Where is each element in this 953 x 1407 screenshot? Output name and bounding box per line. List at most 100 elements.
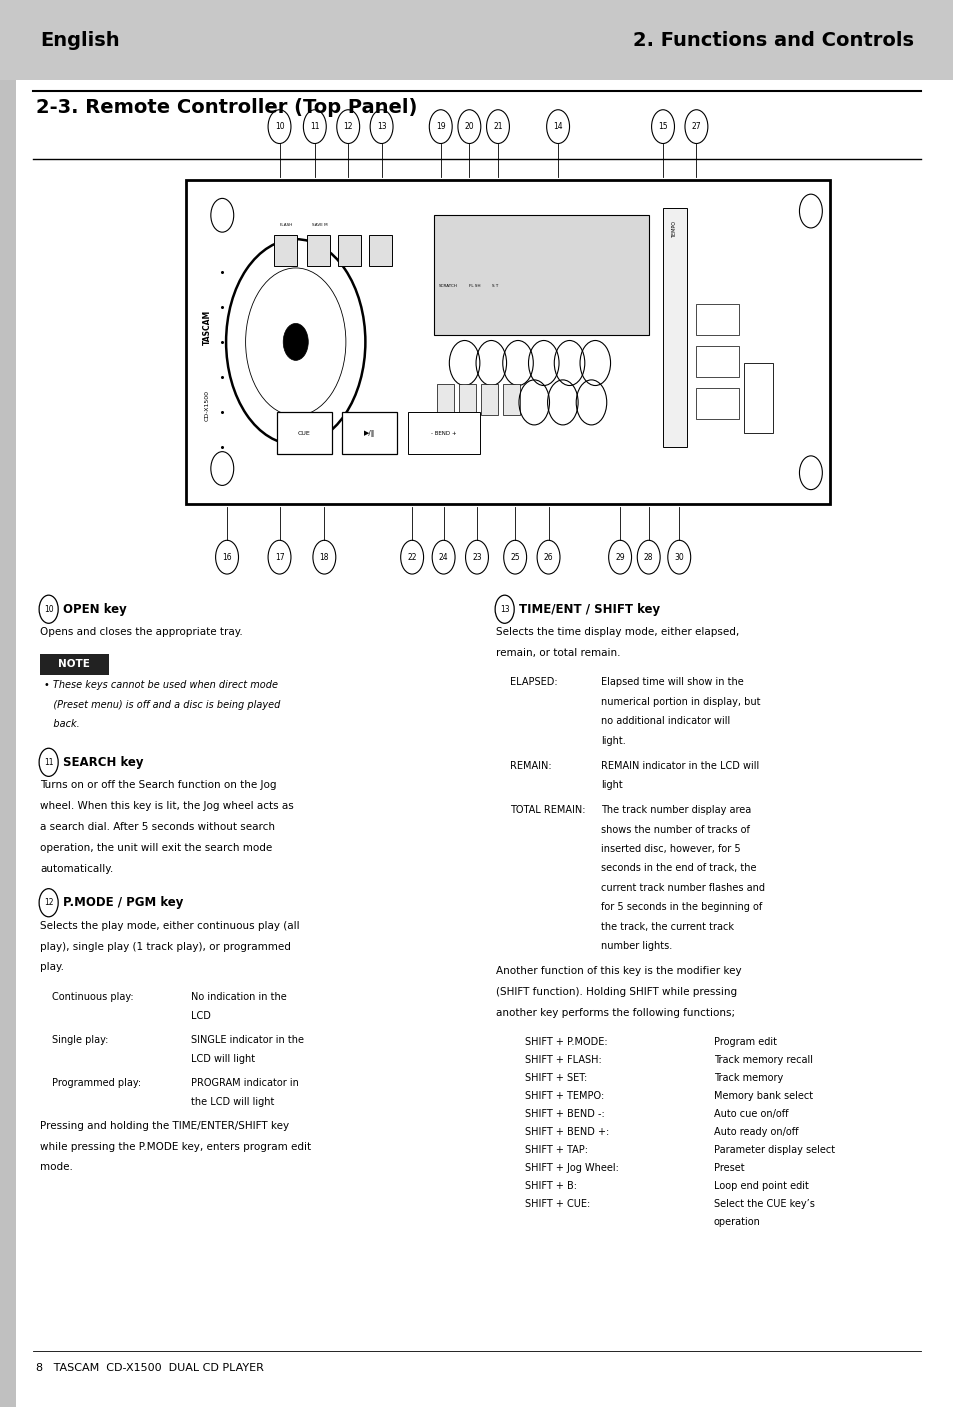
Text: 18: 18	[319, 553, 329, 561]
Text: no additional indicator will: no additional indicator will	[600, 716, 729, 726]
Text: the LCD will light: the LCD will light	[191, 1097, 274, 1107]
Text: operation, the unit will exit the search mode: operation, the unit will exit the search…	[40, 843, 272, 853]
Text: (Preset menu) is off and a disc is being played: (Preset menu) is off and a disc is being…	[44, 699, 280, 709]
Text: Another function of this key is the modifier key: Another function of this key is the modi…	[496, 967, 740, 976]
Text: SHIFT + CUE:: SHIFT + CUE:	[524, 1199, 589, 1209]
Text: 23: 23	[472, 553, 481, 561]
FancyBboxPatch shape	[696, 388, 739, 419]
Text: Program edit: Program edit	[713, 1037, 776, 1047]
Text: 19: 19	[436, 122, 445, 131]
Text: 30: 30	[674, 553, 683, 561]
Text: TIME/ENT / SHIFT key: TIME/ENT / SHIFT key	[518, 602, 659, 616]
Text: REMAIN:: REMAIN:	[510, 761, 552, 771]
Text: operation: operation	[713, 1217, 760, 1227]
FancyBboxPatch shape	[369, 235, 392, 266]
Text: automatically.: automatically.	[40, 864, 113, 874]
Bar	[186, 180, 829, 504]
Text: Memory bank select: Memory bank select	[713, 1090, 812, 1102]
Text: the track, the current track: the track, the current track	[600, 922, 733, 931]
Text: TASCAM: TASCAM	[202, 310, 212, 346]
Text: Programmed play:: Programmed play:	[51, 1078, 140, 1088]
Text: 16: 16	[222, 553, 232, 561]
Text: NOTE: NOTE	[58, 658, 91, 670]
Text: SHIFT + BEND +:: SHIFT + BEND +:	[524, 1127, 608, 1137]
Text: SCRATCH: SCRATCH	[438, 284, 457, 287]
Text: 11: 11	[44, 758, 53, 767]
Text: 24: 24	[438, 553, 448, 561]
Text: 2-3. Remote Controller (Top Panel): 2-3. Remote Controller (Top Panel)	[36, 98, 417, 118]
FancyBboxPatch shape	[696, 346, 739, 377]
Text: FLASH: FLASH	[279, 222, 293, 227]
Text: 10: 10	[44, 605, 53, 613]
Text: English: English	[40, 31, 119, 49]
Text: 15: 15	[658, 122, 667, 131]
Text: No indication in the: No indication in the	[191, 992, 286, 1002]
Text: REMAIN indicator in the LCD will: REMAIN indicator in the LCD will	[600, 761, 759, 771]
Text: Parameter display select: Parameter display select	[713, 1145, 834, 1155]
Text: TOTAL REMAIN:: TOTAL REMAIN:	[510, 805, 585, 815]
FancyBboxPatch shape	[408, 412, 479, 454]
Text: Auto ready on/off: Auto ready on/off	[713, 1127, 798, 1137]
Text: SHIFT + P.MODE:: SHIFT + P.MODE:	[524, 1037, 607, 1047]
Text: 12: 12	[343, 122, 353, 131]
Text: 25: 25	[510, 553, 519, 561]
FancyBboxPatch shape	[337, 235, 360, 266]
Text: 8   TASCAM  CD-X1500  DUAL CD PLAYER: 8 TASCAM CD-X1500 DUAL CD PLAYER	[36, 1362, 264, 1373]
Text: Selects the time display mode, either elapsed,: Selects the time display mode, either el…	[496, 628, 739, 637]
Text: play.: play.	[40, 962, 64, 972]
Text: numerical portion in display, but: numerical portion in display, but	[600, 696, 760, 706]
Text: 26: 26	[543, 553, 553, 561]
Text: Continuous play:: Continuous play:	[51, 992, 133, 1002]
Text: Turns on or off the Search function on the Jog: Turns on or off the Search function on t…	[40, 781, 276, 791]
Text: LCD: LCD	[191, 1012, 211, 1021]
Text: SHIFT + FLASH:: SHIFT + FLASH:	[524, 1055, 600, 1065]
Text: SHIFT + Jog Wheel:: SHIFT + Jog Wheel:	[524, 1164, 618, 1173]
Text: 20: 20	[464, 122, 474, 131]
Bar	[662, 208, 686, 447]
FancyBboxPatch shape	[696, 304, 739, 335]
Text: light.: light.	[600, 736, 625, 746]
Text: The track number display area: The track number display area	[600, 805, 750, 815]
Text: play), single play (1 track play), or programmed: play), single play (1 track play), or pr…	[40, 941, 291, 951]
Text: PROGRAM indicator in: PROGRAM indicator in	[191, 1078, 298, 1088]
Text: SHIFT + BEND -:: SHIFT + BEND -:	[524, 1109, 604, 1119]
FancyBboxPatch shape	[480, 384, 497, 415]
Bar	[434, 215, 648, 335]
Text: 27: 27	[691, 122, 700, 131]
Text: 13: 13	[376, 122, 386, 131]
Text: LCD will light: LCD will light	[191, 1054, 254, 1064]
Text: Selects the play mode, either continuous play (all: Selects the play mode, either continuous…	[40, 920, 299, 931]
Text: Auto cue on/off: Auto cue on/off	[713, 1109, 787, 1119]
Text: 12: 12	[44, 898, 53, 908]
Text: another key performs the following functions;: another key performs the following funct…	[496, 1007, 735, 1017]
Text: SHIFT + B:: SHIFT + B:	[524, 1180, 577, 1192]
Text: light: light	[600, 779, 622, 791]
Text: while pressing the P.MODE key, enters program edit: while pressing the P.MODE key, enters pr…	[40, 1141, 311, 1152]
Text: inserted disc, however, for 5: inserted disc, however, for 5	[600, 844, 740, 854]
FancyBboxPatch shape	[502, 384, 519, 415]
Text: FL SH: FL SH	[469, 284, 480, 287]
Text: CD-X1500: CD-X1500	[204, 390, 210, 421]
Text: remain, or total remain.: remain, or total remain.	[496, 649, 620, 658]
Text: 11: 11	[310, 122, 319, 131]
Text: seconds in the end of track, the: seconds in the end of track, the	[600, 864, 756, 874]
FancyBboxPatch shape	[436, 384, 454, 415]
Text: 10: 10	[274, 122, 284, 131]
FancyBboxPatch shape	[307, 235, 330, 266]
Text: back.: back.	[44, 719, 79, 729]
Text: Opens and closes the appropriate tray.: Opens and closes the appropriate tray.	[40, 628, 243, 637]
FancyBboxPatch shape	[341, 412, 396, 454]
Text: shows the number of tracks of: shows the number of tracks of	[600, 825, 749, 834]
Text: 22: 22	[407, 553, 416, 561]
FancyBboxPatch shape	[743, 363, 772, 433]
Text: 29: 29	[615, 553, 624, 561]
FancyBboxPatch shape	[274, 235, 296, 266]
Text: Single play:: Single play:	[51, 1034, 108, 1045]
Text: SAVE M: SAVE M	[312, 222, 327, 227]
Text: 28: 28	[643, 553, 653, 561]
Text: Preset: Preset	[713, 1164, 743, 1173]
Text: Track memory: Track memory	[713, 1074, 782, 1083]
Text: 17: 17	[274, 553, 284, 561]
FancyBboxPatch shape	[458, 384, 476, 415]
Text: S T: S T	[492, 284, 498, 287]
